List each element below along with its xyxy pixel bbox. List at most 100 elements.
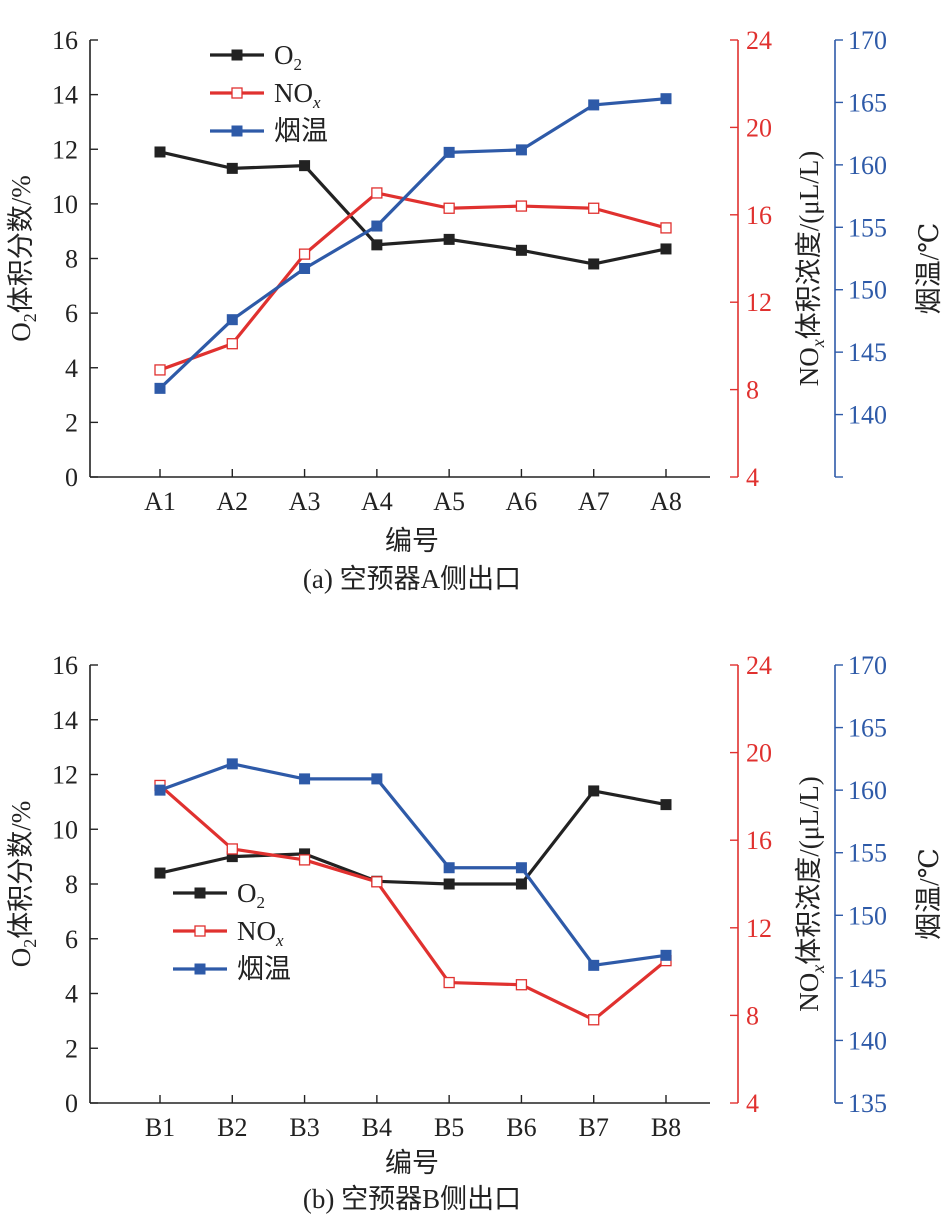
data-point-NOx bbox=[515, 979, 528, 991]
right2-tick-label: 150 bbox=[848, 901, 887, 930]
left-axis-title-sub: 2 bbox=[20, 939, 40, 948]
data-point-O2 bbox=[299, 160, 311, 172]
legend-marker bbox=[194, 925, 206, 937]
right2-tick-label: 170 bbox=[848, 26, 887, 55]
x-tick-label: A5 bbox=[433, 487, 465, 516]
right2-tick-label: 145 bbox=[848, 964, 887, 993]
legend-marker bbox=[194, 963, 206, 975]
legend-label-main: NO bbox=[237, 916, 276, 946]
series-line-O2 bbox=[159, 789, 667, 886]
right2-tick-label: 145 bbox=[848, 338, 887, 367]
x-axis-title: 编号 bbox=[385, 526, 439, 556]
x-tick-label: A7 bbox=[578, 487, 610, 516]
data-point-NOx bbox=[298, 854, 311, 866]
x-tick-label: B2 bbox=[217, 1113, 247, 1142]
right1-tick-label: 16 bbox=[746, 826, 772, 855]
data-point-烟温 bbox=[371, 773, 383, 785]
data-point-NOx bbox=[371, 187, 383, 199]
right2-tick-label: 155 bbox=[848, 839, 887, 868]
series-line-NOx bbox=[158, 784, 668, 1022]
left-tick-label: 12 bbox=[52, 761, 78, 790]
left-tick-label: 16 bbox=[52, 26, 78, 55]
right1-tick-label: 12 bbox=[746, 288, 772, 317]
data-point-烟温 bbox=[299, 773, 311, 785]
right2-tick-label: 165 bbox=[848, 714, 887, 743]
x-tick-label: B1 bbox=[145, 1113, 175, 1142]
left-tick-label: 6 bbox=[65, 299, 78, 328]
data-point-烟温 bbox=[515, 144, 527, 156]
right2-tick-label: 160 bbox=[848, 151, 887, 180]
data-point-O2 bbox=[226, 162, 238, 174]
data-point-烟温 bbox=[154, 382, 166, 394]
legend-label: NOx bbox=[237, 916, 284, 950]
right2-tick-label: 160 bbox=[848, 776, 887, 805]
legend-label-sub: 2 bbox=[257, 893, 266, 912]
legend-marker bbox=[231, 87, 243, 99]
right1-tick-label: 24 bbox=[746, 26, 772, 55]
data-point-O2 bbox=[154, 867, 166, 879]
left-axis-title: O2体积分数/% bbox=[6, 175, 40, 342]
legend-label-main: O bbox=[274, 40, 294, 70]
chart-panel-b: 0246810121416O2体积分数/%4812162024NOx体积浓度/(… bbox=[6, 651, 944, 1214]
data-point-烟温 bbox=[443, 862, 455, 874]
right1-axis-title-main: 体积浓度/(μL/L) bbox=[794, 776, 824, 964]
x-tick-label: B8 bbox=[651, 1113, 681, 1142]
legend-label-main: 烟温 bbox=[274, 116, 328, 146]
right2-tick-label: 140 bbox=[848, 401, 887, 430]
data-point-NOx bbox=[515, 200, 528, 212]
right2-tick-label: 150 bbox=[848, 276, 887, 305]
x-tick-label: A8 bbox=[650, 487, 682, 516]
right2-axis-title: 烟温/℃ bbox=[914, 848, 944, 940]
legend-label-main: 烟温 bbox=[237, 954, 291, 984]
series-line-O2 bbox=[159, 150, 667, 266]
right1-tick-label: 8 bbox=[746, 376, 759, 405]
legend-label: 烟温 bbox=[274, 116, 328, 146]
legend-label-sub: 2 bbox=[294, 55, 303, 74]
data-point-O2 bbox=[299, 848, 311, 860]
left-axis-title-prefix: O bbox=[6, 948, 36, 968]
right2-tick-label: 135 bbox=[848, 1089, 887, 1118]
right1-tick-label: 4 bbox=[746, 463, 759, 492]
left-tick-label: 16 bbox=[52, 651, 78, 680]
right2-tick-label: 140 bbox=[848, 1026, 887, 1055]
x-tick-label: A2 bbox=[216, 487, 248, 516]
left-tick-label: 12 bbox=[52, 135, 78, 164]
data-point-烟温 bbox=[226, 314, 238, 326]
data-point-烟温 bbox=[154, 784, 166, 796]
data-point-NOx bbox=[298, 248, 311, 260]
chart-panel-a: 0246810121416O2体积分数/%4812162024NOx体积浓度/(… bbox=[6, 26, 944, 594]
data-point-NOx bbox=[443, 202, 455, 214]
left-tick-label: 2 bbox=[65, 1034, 78, 1063]
data-point-烟温 bbox=[443, 146, 455, 158]
legend-label-sub: x bbox=[312, 93, 321, 112]
legend-label: NOx bbox=[274, 78, 321, 112]
left-tick-label: 0 bbox=[65, 1089, 78, 1118]
right1-tick-label: 8 bbox=[746, 1001, 759, 1030]
chart-caption: (b) 空预器B侧出口 bbox=[303, 1184, 521, 1214]
legend-label: O2 bbox=[274, 40, 302, 74]
right2-tick-label: 165 bbox=[848, 88, 887, 117]
data-point-O2 bbox=[588, 785, 600, 797]
data-point-NOx bbox=[226, 338, 238, 350]
data-point-O2 bbox=[443, 878, 455, 890]
data-point-O2 bbox=[226, 851, 238, 863]
data-point-烟温 bbox=[515, 862, 527, 874]
x-tick-label: B3 bbox=[289, 1113, 319, 1142]
data-point-烟温 bbox=[588, 959, 600, 971]
left-axis-title-main: 体积分数/% bbox=[6, 175, 36, 313]
right1-axis-title: NOx体积浓度/(μL/L) bbox=[794, 151, 828, 386]
legend-label: 烟温 bbox=[237, 954, 291, 984]
right1-tick-label: 20 bbox=[746, 739, 772, 768]
x-tick-label: A3 bbox=[289, 487, 321, 516]
series-line-烟温 bbox=[158, 97, 667, 390]
data-point-烟温 bbox=[299, 262, 311, 274]
data-point-烟温 bbox=[226, 758, 238, 770]
x-axis-title: 编号 bbox=[385, 1148, 439, 1178]
right1-tick-label: 24 bbox=[746, 651, 772, 680]
right2-tick-label: 170 bbox=[848, 651, 887, 680]
right1-axis-title-prefix: NO bbox=[794, 973, 824, 1012]
x-tick-label: A6 bbox=[506, 487, 538, 516]
legend-label-sub: x bbox=[275, 931, 284, 950]
right1-tick-label: 4 bbox=[746, 1089, 759, 1118]
